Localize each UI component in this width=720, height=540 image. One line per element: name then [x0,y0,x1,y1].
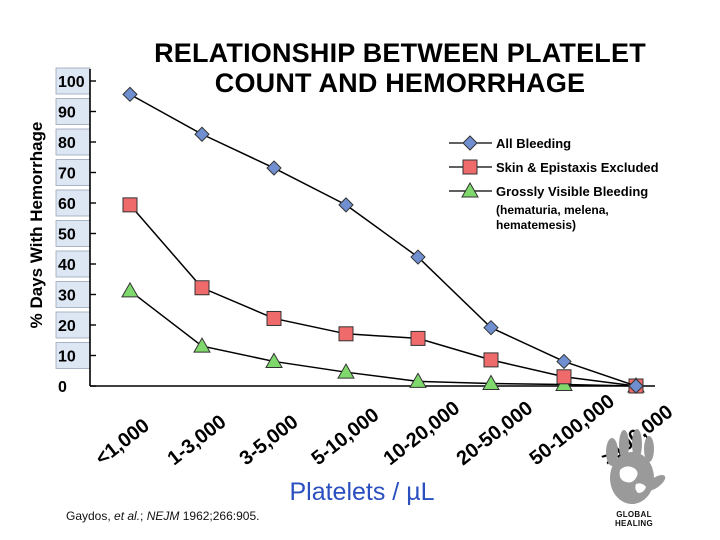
x-tick-label: 3-5,000 [236,411,303,470]
y-tick-label: 40 [58,257,76,274]
legend-note-line: (hematuria, melena, [496,203,609,217]
series-1 [122,197,644,394]
legend-item-2: Grossly Visible Bleeding [449,181,648,199]
y-tick-box [55,128,91,156]
y-tick-box [55,250,91,278]
data-point-diamond [483,319,499,336]
legend-item-0: All Bleeding [449,135,571,151]
data-point-square [338,326,354,342]
y-tick-90: 90 [55,98,96,125]
legend-item-1: Skin & Epistaxis Excluded [449,159,659,175]
y-tick-30: 30 [55,281,96,308]
x-tick-label: 10-20,000 [380,397,465,470]
chart-title-line-1: RELATIONSHIP BETWEEN PLATELET [154,38,646,68]
citation: Gaydos, et al.; NEJM 1962;266:905. [66,509,259,523]
x-axis-title-group: Platelets / µL [289,478,434,506]
y-tick-label: 80 [58,135,76,152]
y-axis-title: % Days With Hemorrhage [27,122,46,329]
data-point-triangle [121,281,139,298]
citation-journal: NEJM [146,509,180,523]
y-tick-label: 0 [58,379,67,396]
data-point-triangle [337,363,355,379]
y-tick-70: 70 [55,159,96,186]
chart-title-line-2: COUNT AND HEMORRHAGE [214,68,586,98]
citation-authors: Gaydos, [66,509,115,523]
citation-etal: et al. [114,509,141,523]
logo-text: GLOBAL HEALING [614,510,654,528]
series-0 [122,86,644,394]
data-point-triangle [265,352,283,368]
data-point-triangle [409,372,427,388]
y-tick-label: 60 [58,196,76,213]
y-tick-40: 40 [55,250,96,278]
y-axis-ticks: 0 10 20 30 40 50 60 70 80 90 100 [55,67,96,396]
x-tick-label: 20-50,000 [453,397,538,470]
y-tick-100: 100 [55,67,96,95]
x-tick-label: 5-10,000 [308,404,384,470]
y-tick-label: 20 [58,318,76,335]
logo-finger [619,430,629,460]
data-point-square [266,310,282,326]
y-tick-box [55,98,91,125]
y-tick-box [55,311,91,339]
y-tick-box [55,159,91,186]
data-point-triangle [482,374,500,391]
legend: All Bleeding Skin & Epistaxis Excluded Gro… [449,135,659,232]
y-tick-label: 100 [58,74,85,91]
logo-thumb [644,474,666,492]
x-tick-label: 1-3,000 [164,411,231,470]
logo-finger [632,429,642,459]
y-tick-label: 10 [58,349,76,366]
data-point-square [556,369,572,385]
logo-globe-continents [619,466,646,493]
data-point-diamond [338,197,354,213]
data-point-square [122,197,138,213]
x-axis-ticks: <1,000 1-3,000 3-5,000 5-10,00010-20,00020-… [92,390,678,470]
y-tick-20: 20 [55,311,96,339]
legend-label: Skin & Epistaxis Excluded [496,160,659,175]
global-healing-logo [606,429,666,504]
series-line [129,93,637,387]
data-point-diamond [462,135,478,151]
y-tick-label: 50 [58,227,76,244]
logo-finger [606,438,618,466]
y-tick-label: 30 [58,288,76,305]
data-point-square [194,280,210,296]
y-tick-10: 10 [55,342,96,369]
y-tick-label: 90 [58,105,76,122]
y-axis-title-group: % Days With Hemorrhage [27,122,46,329]
y-tick-60: 60 [55,189,96,217]
legend-label: All Bleeding [496,136,571,151]
y-tick-80: 80 [55,128,96,156]
data-point-triangle [461,181,479,198]
y-tick-box [55,342,91,369]
data-point-diamond [410,249,426,265]
data-point-diamond [194,126,210,142]
citation-ref: 1962;266:905. [179,509,260,523]
series-group [121,86,645,394]
legend-note-line: hematemesis) [496,218,576,232]
series-line [129,290,637,387]
data-point-square [462,159,478,175]
data-point-square [410,330,426,346]
logo-finger [644,436,654,462]
data-point-diamond [556,353,572,370]
data-point-diamond [266,160,282,176]
y-tick-label: 70 [58,166,76,183]
series-line [129,204,637,387]
data-point-triangle [193,337,211,353]
y-tick-box [55,67,91,95]
data-point-diamond [122,86,138,103]
x-axis-title: Platelets / µL [289,478,434,506]
citation-sep: ; [140,509,147,523]
x-tick-label: <1,000 [92,415,154,470]
legend-label: Grossly Visible Bleeding [496,184,648,199]
data-point-square [483,352,499,368]
data-point-diamond [628,378,644,394]
